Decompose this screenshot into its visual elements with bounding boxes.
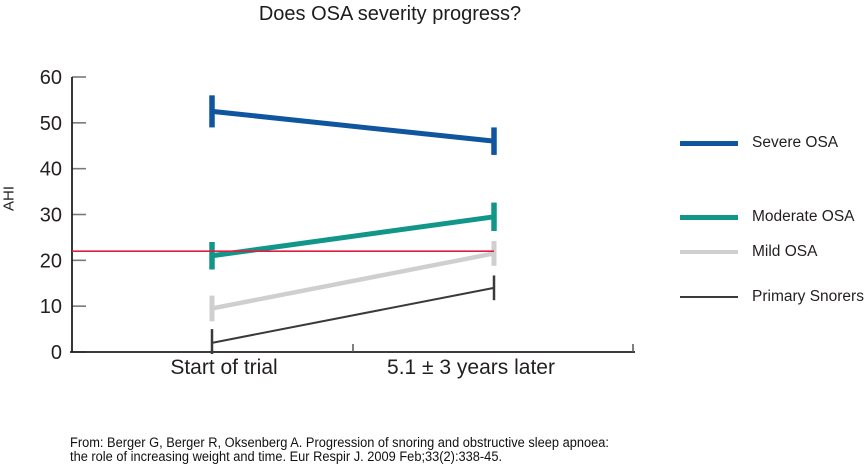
x-category-label-later: 5.1 ± 3 years later: [387, 356, 555, 379]
series-line-mild-osa: [211, 251, 495, 311]
series-line-severe-osa: [211, 108, 495, 144]
y-axis-tick-label: 40: [40, 159, 62, 181]
legend-line-swatch: [680, 140, 738, 146]
legend-line-swatch: [680, 249, 738, 255]
citation-line-2: the role of increasing weight and time. …: [70, 448, 503, 464]
y-axis-tick-label: 10: [40, 296, 62, 318]
legend-label: Severe OSA: [752, 134, 839, 151]
legend-item-mild-osa: Mild OSA: [680, 242, 817, 262]
legend-label: Primary Snorers: [752, 288, 864, 305]
citation-text: From: Berger G, Berger R, Oksenberg A. P…: [70, 436, 609, 463]
y-axis-tick-label: 0: [51, 342, 62, 364]
y-axis-tick-label: 60: [40, 67, 62, 89]
citation-line-1: From: Berger G, Berger R, Oksenberg A. P…: [70, 435, 609, 450]
series-line-moderate-osa: [211, 214, 495, 259]
legend-item-primary-snorers: Primary Snorers: [680, 287, 864, 307]
legend-line-swatch: [680, 296, 738, 298]
y-axis-tick-label: 50: [40, 113, 62, 135]
legend-item-moderate-osa: Moderate OSA: [680, 207, 855, 227]
y-axis-tick-label: 20: [40, 250, 62, 272]
series-line-primary-snorers: [211, 286, 495, 344]
legend-line-swatch: [680, 214, 738, 220]
chart-title: Does OSA severity progress?: [258, 3, 522, 25]
y-axis-tick-label: 30: [40, 205, 62, 227]
legend-label: Mild OSA: [752, 243, 818, 260]
legend-label: Moderate OSA: [752, 208, 855, 225]
x-category-label-start: Start of trial: [170, 356, 278, 379]
legend-item-severe-osa: Severe OSA: [680, 133, 838, 153]
